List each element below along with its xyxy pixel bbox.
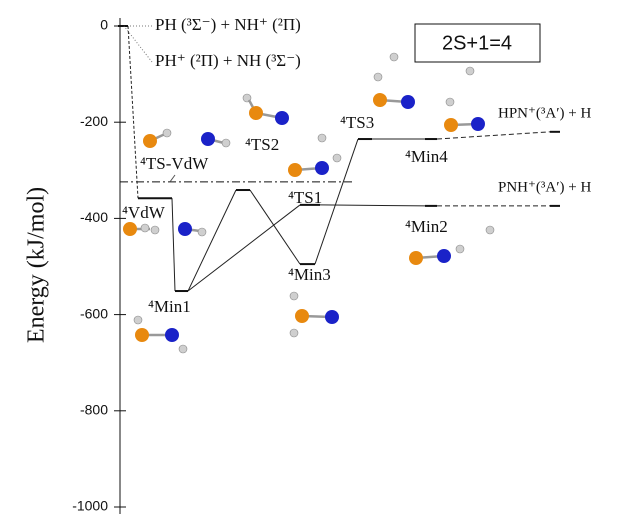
level-label: ⁴Min3 xyxy=(288,265,331,284)
level-label: ⁴Min1 xyxy=(148,297,191,316)
level-label: ⁴TS2 xyxy=(245,135,279,154)
connector xyxy=(128,26,138,198)
level-label: ⁴Min2 xyxy=(405,217,448,236)
chart: Energy (kJ/mol) 2S+1=4 0 -200 -400 -600 -800… xyxy=(0,0,625,514)
level-label: ⁴TS3 xyxy=(340,113,374,132)
connector xyxy=(188,205,300,291)
y-tick-label: -800 xyxy=(80,402,108,418)
annotation: 2S+1=4 xyxy=(442,32,512,54)
level-label: ⁴Min4 xyxy=(405,147,448,166)
y-tick-label: -1000 xyxy=(72,498,108,514)
pointer xyxy=(170,175,175,182)
level-label: HPN⁺(³A′) + H xyxy=(498,105,591,121)
connector xyxy=(437,132,550,139)
y-tick-label: -600 xyxy=(80,305,108,321)
level-label: ⁴TS1 xyxy=(288,188,322,207)
y-tick-label: -200 xyxy=(80,113,108,129)
level-label: ⁴TS-VdW xyxy=(140,154,209,173)
connector xyxy=(320,205,425,206)
level-label: PH⁺ (²Π) + NH (³Σ⁻) xyxy=(155,51,301,70)
connector xyxy=(188,190,236,291)
y-axis-label: Energy (kJ/mol) xyxy=(24,187,50,343)
connector xyxy=(172,198,175,291)
level-label: PNH⁺(³A′) + H xyxy=(498,179,591,195)
level-label: PH (³Σ⁻) + NH⁺ (²Π) xyxy=(155,15,301,34)
level-label: ⁴VdW xyxy=(122,203,166,222)
y-tick-label: -400 xyxy=(80,209,108,225)
y-tick-label: 0 xyxy=(100,17,108,33)
